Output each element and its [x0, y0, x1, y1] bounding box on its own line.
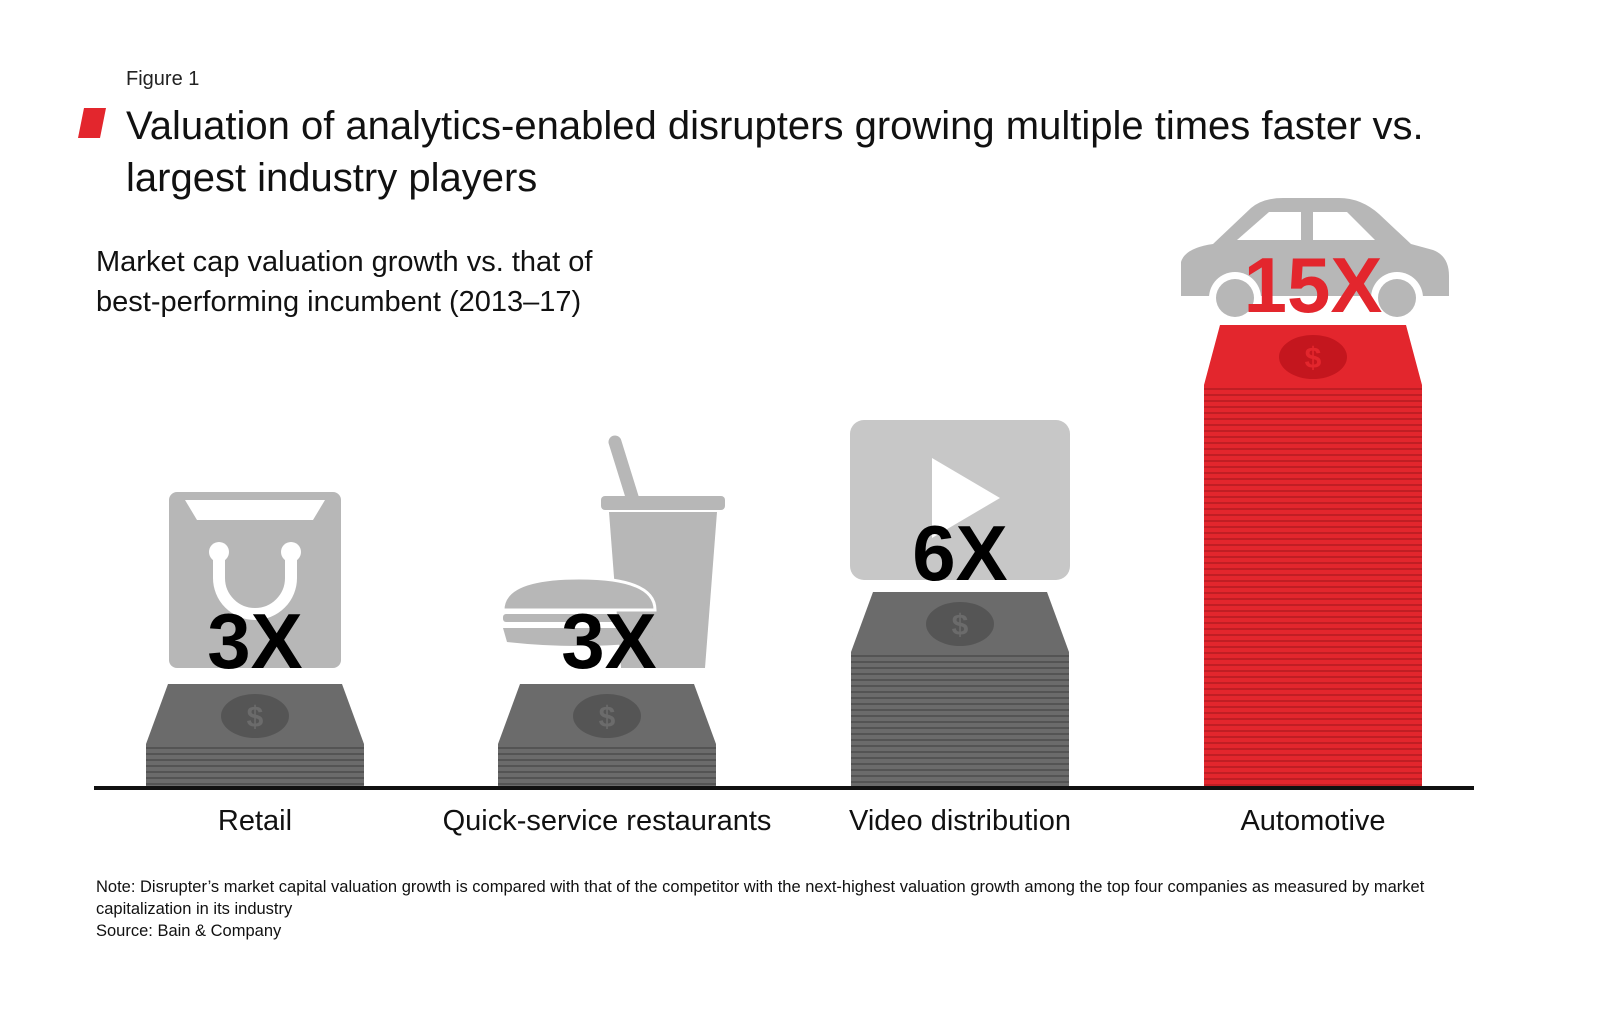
chart-source: Source: Bain & Company	[96, 922, 282, 940]
dollar-sign-icon: $	[952, 609, 969, 642]
title-marker-icon	[78, 108, 106, 138]
car-window	[1237, 212, 1301, 240]
bill-body	[851, 652, 1069, 788]
chart-subtitle: Market cap valuation growth vs. that of …	[96, 246, 593, 318]
wheel	[1216, 279, 1254, 317]
bag-hole	[209, 542, 229, 562]
value-label: 15X	[1244, 241, 1383, 329]
straw	[608, 435, 640, 507]
dollar-badge	[1279, 335, 1347, 379]
dollar-sign-icon: $	[247, 701, 264, 734]
category-label: Retail	[218, 805, 292, 837]
dollar-sign-icon: $	[599, 701, 616, 734]
dollar-badge	[573, 694, 641, 738]
figure-label: Figure 1	[126, 68, 200, 90]
money-stack: $	[851, 592, 1069, 788]
car-icon	[1181, 198, 1449, 324]
wheel	[1378, 279, 1416, 317]
bun-top	[501, 576, 657, 612]
bag-body	[169, 492, 341, 668]
category-label: Video distribution	[849, 805, 1071, 837]
bun-bottom	[503, 628, 655, 646]
category-label: Automotive	[1240, 805, 1385, 837]
shopping-bag-icon	[169, 492, 341, 668]
car-window	[1313, 212, 1375, 240]
value-label: 6X	[912, 509, 1007, 597]
dollar-sign-icon: $	[1305, 342, 1322, 375]
bag-handle	[213, 552, 297, 620]
dollar-badge	[926, 602, 994, 646]
money-stack: $	[498, 684, 716, 788]
category-label: Quick-service restaurants	[443, 805, 772, 837]
bag-hole	[281, 542, 301, 562]
value-label: 3X	[207, 597, 302, 685]
value-label: 3X	[561, 597, 656, 685]
car-body	[1181, 198, 1449, 296]
chart-note: Note: Disrupter’s market capital valuati…	[96, 878, 1425, 918]
money-stack: $	[146, 684, 364, 788]
burger-and-drink-icon	[501, 435, 725, 668]
money-stack: $	[1204, 325, 1422, 788]
patty	[503, 614, 655, 622]
chart-title: Valuation of analytics-enabled disrupter…	[126, 104, 1424, 200]
dollar-badge	[221, 694, 289, 738]
video-play-icon	[850, 420, 1070, 580]
bag-fold	[185, 500, 325, 520]
play-triangle	[932, 458, 1000, 538]
cup-lid	[601, 496, 725, 510]
